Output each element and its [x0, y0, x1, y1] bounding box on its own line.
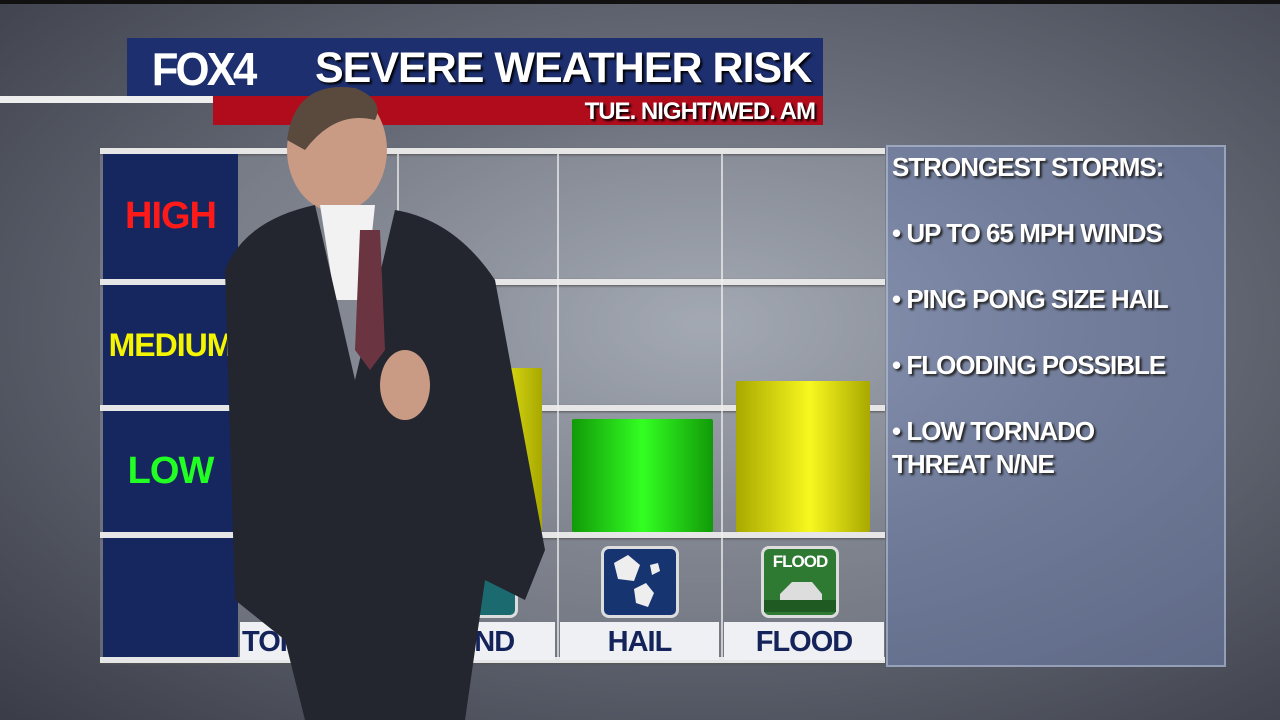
flood-icon-text: FLOOD [772, 552, 829, 571]
column-divider [721, 154, 723, 659]
graphic-subtitle: TUE. NIGHT/WED. AM [584, 98, 816, 125]
presenter [225, 87, 545, 720]
panel-item: • LOW TORNADO THREAT N/NE [892, 416, 1101, 479]
title-banner: FOX4 SEVERE WEATHER RISK [127, 38, 823, 96]
fox4-logo: FOX4 [151, 43, 258, 95]
flood-icon: FLOOD [761, 546, 839, 618]
bar-hail [572, 418, 713, 532]
hail-icon [601, 546, 679, 618]
top-border [0, 0, 1280, 4]
category-flood: FLOOD [724, 622, 884, 660]
column-divider [557, 154, 559, 659]
gridline [100, 148, 885, 154]
level-blank [103, 538, 238, 657]
storm-info-panel: STRONGEST STORMS: • UP TO 65 MPH WINDS •… [886, 145, 1226, 667]
panel-item: • UP TO 65 MPH WINDS [892, 218, 1163, 248]
panel-item: • PING PONG SIZE HAIL [892, 284, 1169, 314]
gridline [100, 657, 885, 663]
bar-flood [736, 380, 870, 532]
panel-item: • FLOODING POSSIBLE [892, 350, 1166, 380]
category-hail: HAIL [560, 622, 719, 660]
graphic-title: SEVERE WEATHER RISK [315, 44, 812, 92]
level-medium: MEDIUM [103, 285, 238, 405]
accent-line [0, 96, 213, 103]
level-low: LOW [103, 411, 238, 532]
level-high: HIGH [103, 154, 238, 279]
panel-heading: STRONGEST STORMS: [892, 152, 1164, 182]
